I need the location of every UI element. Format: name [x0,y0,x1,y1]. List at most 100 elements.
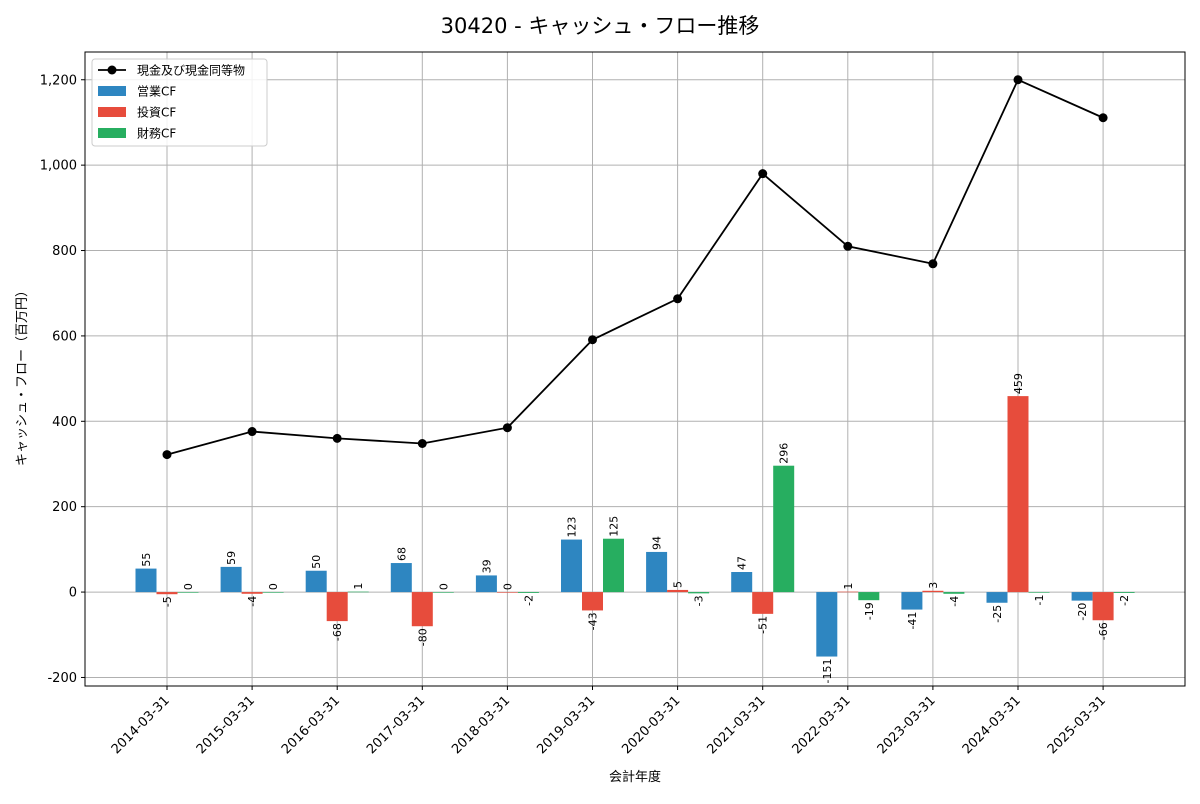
bar-投資CF [837,591,859,593]
bar-営業CF [1071,592,1093,601]
cash-line-point [162,450,172,460]
bar-value-label: 1 [842,583,855,590]
bar-value-label: -20 [1076,603,1089,621]
bar-value-label: -4 [246,596,259,607]
bar-投資CF [582,592,603,611]
bar-投資CF [326,592,348,622]
legend-label: 現金及び現金同等物 [137,63,245,78]
bar-財務CF [688,592,710,594]
bar-財務CF [603,538,624,593]
bar-投資CF [752,592,774,614]
bar-営業CF [901,592,923,610]
x-tick-label: 2024-03-31 [960,693,1024,757]
cash-line-point [758,169,768,179]
cash-line-point [928,259,938,269]
bar-財務CF [432,592,454,593]
bar-営業CF [986,592,1008,603]
bar-財務CF [773,465,795,593]
y-tick-label: 200 [52,500,77,515]
bar-営業CF [390,563,412,593]
bar-value-label: -1 [1033,595,1046,606]
bar-営業CF [135,568,157,593]
x-tick-label: 2020-03-31 [619,693,683,757]
y-tick-label: 600 [52,329,77,344]
cash-line-point [332,433,342,443]
x-tick-label: 2019-03-31 [534,693,598,757]
bar-value-label: 125 [608,516,621,537]
y-tick-label: 400 [52,415,77,430]
cash-line-point [247,427,257,437]
cash-line-path [166,78,1104,456]
bar-投資CF [241,592,263,594]
bar-財務CF [1113,592,1135,593]
cash-line-point [1098,113,1108,123]
legend-label: 営業CF [137,85,176,99]
bar-投資CF [667,589,689,593]
y-tick-label: 1,200 [40,73,77,88]
bar-value-label: 0 [267,583,280,590]
x-tick-label: 2022-03-31 [790,693,854,757]
bar-営業CF [816,592,838,657]
bar-value-label: 3 [927,582,940,589]
bar-投資CF [922,590,944,593]
bar-value-label: -68 [331,623,344,641]
x-tick-label: 2023-03-31 [875,693,939,757]
legend-box [91,58,268,147]
bar-value-label: -80 [416,628,429,646]
bar-value-label: -5 [161,596,174,607]
bar-value-label: -51 [757,616,770,634]
bar-value-label: 1 [352,583,365,590]
bar-営業CF [305,570,327,593]
x-tick-label: 2017-03-31 [364,693,428,757]
x-axis-title: 会計年度 [609,769,661,785]
bar-value-label: 39 [480,559,493,573]
bar-投資CF [1007,396,1029,593]
y-tick-label: -200 [47,671,77,686]
grid [85,52,1185,686]
bars [135,396,1135,657]
x-tick-label: 2015-03-31 [194,693,258,757]
bar-value-label: -4 [948,596,961,607]
bar-財務CF [943,592,965,594]
legend-bar-swatch [98,107,126,117]
bar-value-label: 0 [437,583,450,590]
bar-営業CF [646,551,668,593]
bar-value-label: -25 [991,605,1004,623]
bar-value-label: 5 [672,581,685,588]
chart-title: 30420 - キャッシュ・フロー推移 [441,14,760,38]
bar-value-label: 123 [566,517,579,538]
bar-value-label: 55 [140,553,153,567]
bar-営業CF [561,539,582,593]
bar-value-label: 0 [501,583,514,590]
y-tick-label: 0 [69,586,77,601]
bar-value-label: -43 [587,612,600,630]
y-axis-title: キャッシュ・フロー（百万円） [15,284,30,466]
bar-投資CF [411,592,433,627]
x-tick-label: 2016-03-31 [279,693,343,757]
bar-value-label: -41 [906,612,919,630]
legend-label: 投資CF [137,105,176,120]
bar-value-label: -3 [693,595,706,606]
bar-営業CF [475,575,497,593]
cash-line [162,75,1108,460]
bar-財務CF [262,592,284,593]
bar-value-label: -151 [821,659,834,684]
bar-投資CF [496,592,518,593]
bar-value-label: 50 [310,555,323,569]
x-tick-label: 2025-03-31 [1045,693,1109,757]
y-tick-label: 1,000 [40,159,77,174]
bar-営業CF [731,572,753,593]
cash-line-point [843,241,853,251]
legend-bar-swatch [98,86,126,96]
bar-value-label: -2 [522,595,535,606]
bar-財務CF [517,592,539,593]
bar-value-label: -66 [1097,622,1110,640]
bar-value-label: -2 [1118,595,1131,606]
bar-財務CF [1028,592,1050,593]
bar-value-label: 296 [778,443,791,464]
